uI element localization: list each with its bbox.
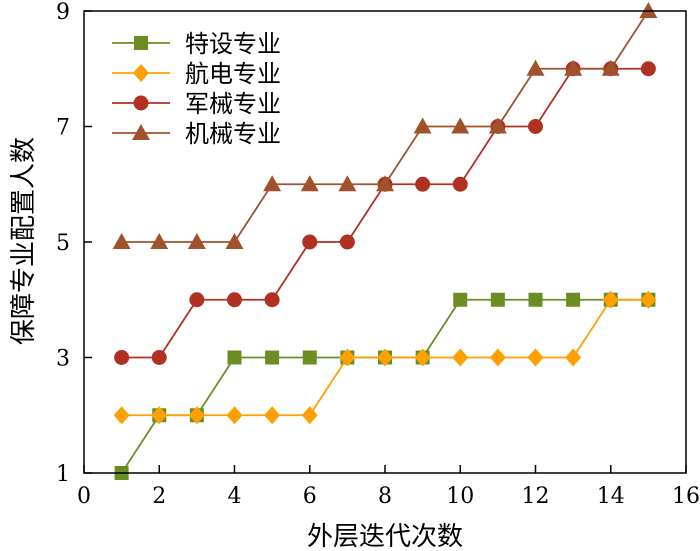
tick-labels: 0 2 4 6 8 10 12 14 16 1 3 5 7 9 bbox=[56, 0, 700, 509]
data-point bbox=[339, 234, 355, 250]
data-point bbox=[488, 117, 507, 134]
x-tick-label: 0 bbox=[77, 484, 91, 509]
data-point bbox=[114, 350, 130, 365]
data-point bbox=[601, 59, 620, 76]
x-tick-label: 14 bbox=[597, 484, 625, 509]
series-layer bbox=[112, 2, 658, 480]
series-triangle bbox=[112, 2, 658, 249]
data-point bbox=[413, 117, 432, 134]
data-point bbox=[565, 348, 582, 367]
data-point bbox=[451, 117, 470, 134]
legend-item: 机械专业 bbox=[112, 120, 281, 148]
y-tick-label: 1 bbox=[56, 462, 70, 487]
y-tick-label: 5 bbox=[56, 231, 70, 256]
x-tick-label: 16 bbox=[672, 484, 700, 509]
legend-label: 特设专业 bbox=[185, 30, 281, 58]
data-point bbox=[338, 175, 357, 192]
data-point bbox=[151, 406, 168, 425]
data-point bbox=[263, 175, 282, 192]
x-tick-label: 2 bbox=[152, 484, 166, 509]
data-point bbox=[564, 59, 583, 76]
legend-label: 航电专业 bbox=[185, 60, 281, 88]
data-point bbox=[150, 233, 169, 249]
data-point bbox=[265, 350, 280, 365]
legend-marker bbox=[133, 64, 149, 82]
data-point bbox=[112, 233, 131, 249]
data-point bbox=[640, 290, 657, 309]
y-tick-label: 3 bbox=[56, 347, 70, 372]
data-point bbox=[376, 175, 394, 192]
data-point bbox=[339, 348, 356, 367]
legend-marker bbox=[134, 36, 148, 50]
data-point bbox=[640, 61, 656, 77]
x-tick-label: 4 bbox=[228, 484, 242, 509]
data-point bbox=[453, 292, 468, 307]
x-tick-label: 12 bbox=[522, 484, 550, 509]
plot-frame bbox=[83, 10, 687, 474]
legend-marker bbox=[132, 124, 150, 140]
data-point bbox=[528, 292, 543, 307]
data-point bbox=[301, 406, 318, 425]
data-point bbox=[300, 175, 319, 192]
data-point bbox=[414, 348, 431, 367]
legend-item: 特设专业 bbox=[112, 30, 281, 58]
series-square bbox=[114, 292, 656, 480]
legend-item: 军械专业 bbox=[112, 90, 281, 118]
data-point bbox=[377, 348, 393, 367]
data-point bbox=[188, 406, 205, 425]
y-tick-label: 7 bbox=[56, 116, 70, 141]
x-tick-label: 6 bbox=[303, 484, 317, 509]
data-point bbox=[639, 2, 658, 18]
legend-label: 军械专业 bbox=[185, 90, 281, 118]
data-point bbox=[528, 119, 543, 134]
data-point bbox=[302, 350, 317, 365]
data-point bbox=[264, 292, 280, 308]
series-line bbox=[120, 298, 649, 474]
x-tick-label: 10 bbox=[446, 484, 474, 509]
x-axis-label: 外层迭代次数 bbox=[307, 522, 463, 551]
legend-label: 机械专业 bbox=[185, 120, 281, 148]
data-point bbox=[225, 233, 244, 249]
data-point bbox=[526, 59, 545, 76]
data-point bbox=[489, 348, 506, 367]
series-diamond bbox=[113, 290, 657, 425]
y-tick-label: 9 bbox=[56, 0, 70, 25]
data-point bbox=[415, 176, 431, 192]
data-point bbox=[227, 292, 242, 308]
legend-marker bbox=[133, 95, 149, 111]
data-point bbox=[187, 233, 206, 249]
data-point bbox=[264, 406, 281, 425]
x-tick-label: 8 bbox=[378, 484, 392, 509]
data-point bbox=[566, 292, 581, 307]
series-circle bbox=[114, 61, 656, 365]
data-point bbox=[602, 290, 619, 309]
data-point bbox=[452, 348, 469, 367]
data-point bbox=[226, 406, 243, 425]
data-point bbox=[113, 406, 130, 425]
data-point bbox=[302, 234, 318, 250]
data-point bbox=[189, 292, 205, 308]
data-point bbox=[227, 350, 242, 365]
data-point bbox=[452, 176, 468, 192]
data-point bbox=[490, 292, 505, 307]
data-point bbox=[527, 348, 544, 367]
data-point bbox=[151, 350, 167, 365]
y-axis-label: 保障专业配置人数 bbox=[9, 137, 39, 345]
legend-item: 航电专业 bbox=[112, 60, 281, 88]
